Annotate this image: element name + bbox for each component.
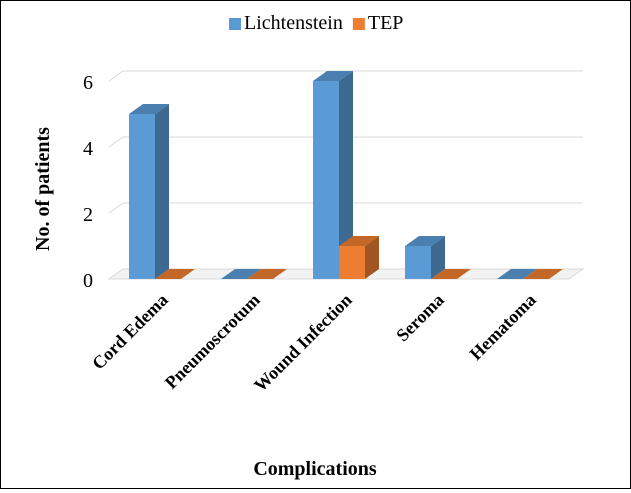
bar-tep-cord-edema <box>155 269 195 279</box>
bar-tep-hematoma <box>523 269 563 279</box>
bar-side <box>365 236 379 279</box>
x-tick-label: Cord Edema <box>88 290 172 374</box>
bar-lichtenstein-pneumoscrotum <box>221 269 261 279</box>
bar-top <box>313 71 353 81</box>
bar-tep-seroma <box>431 269 471 279</box>
bar-top <box>523 269 563 279</box>
bar-front <box>313 81 339 279</box>
bar-front <box>129 114 155 279</box>
legend-swatch <box>352 18 365 30</box>
x-tick-label: Wound Infection <box>250 290 356 396</box>
y-tick-label: 4 <box>83 138 93 160</box>
bar-front <box>339 246 365 279</box>
x-tick-label: Seroma <box>392 290 448 346</box>
legend: Lichtenstein TEP <box>229 12 403 34</box>
bar-side <box>155 104 169 279</box>
bar-lichtenstein-wound-infection <box>313 71 353 279</box>
bars <box>129 71 563 279</box>
gridline-diagonal <box>108 202 124 214</box>
bar-tep-wound-infection <box>339 236 379 279</box>
x-tick-label: Hematoma <box>466 290 540 364</box>
bar-top <box>431 269 471 279</box>
bar-side <box>431 236 445 279</box>
legend-swatch <box>229 18 241 30</box>
y-tick-labels: 0 2 4 6 <box>83 72 93 292</box>
bar-top <box>247 269 287 279</box>
y-axis-title: No. of patients <box>32 127 54 251</box>
bar-top <box>221 269 261 279</box>
bar-lichtenstein-cord-edema <box>129 104 169 279</box>
y-tick-label: 2 <box>83 204 93 226</box>
bar-top <box>339 236 379 246</box>
bar-lichtenstein-seroma <box>405 236 445 279</box>
bar-tep-pneumoscrotum <box>247 269 287 279</box>
legend-label: Lichtenstein <box>244 12 343 34</box>
x-axis-title: Complications <box>253 458 377 480</box>
bar-top <box>497 269 537 279</box>
bar-top <box>155 269 195 279</box>
legend-label: TEP <box>368 12 404 34</box>
x-tick-label: Pneumoscrotum <box>161 290 264 393</box>
gridline-diagonal <box>108 136 124 148</box>
bar-front <box>405 246 431 279</box>
bar-side <box>339 71 353 279</box>
bar-top <box>405 236 445 246</box>
legend-item: TEP <box>352 12 404 34</box>
y-tick-label: 0 <box>83 270 93 292</box>
gridline-diagonal <box>108 70 124 82</box>
legend-item: Lichtenstein <box>229 12 343 34</box>
bar-lichtenstein-hematoma <box>497 269 537 279</box>
bar-top <box>129 104 169 114</box>
y-tick-label: 6 <box>83 72 93 94</box>
